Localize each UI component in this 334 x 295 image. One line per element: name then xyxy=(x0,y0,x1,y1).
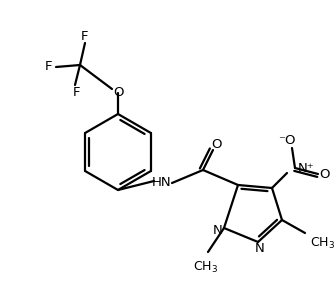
Text: F: F xyxy=(45,60,53,73)
Text: F: F xyxy=(81,30,89,43)
Text: O: O xyxy=(319,168,329,181)
Text: HN: HN xyxy=(152,176,172,189)
Text: N⁺: N⁺ xyxy=(298,161,315,175)
Text: N: N xyxy=(255,242,265,255)
Text: O: O xyxy=(113,86,123,99)
Text: F: F xyxy=(73,86,81,99)
Text: N: N xyxy=(213,224,223,237)
Text: CH$_3$: CH$_3$ xyxy=(310,236,334,251)
Text: O: O xyxy=(211,137,221,150)
Text: CH$_3$: CH$_3$ xyxy=(193,260,218,275)
Text: ⁻O: ⁻O xyxy=(278,135,296,148)
